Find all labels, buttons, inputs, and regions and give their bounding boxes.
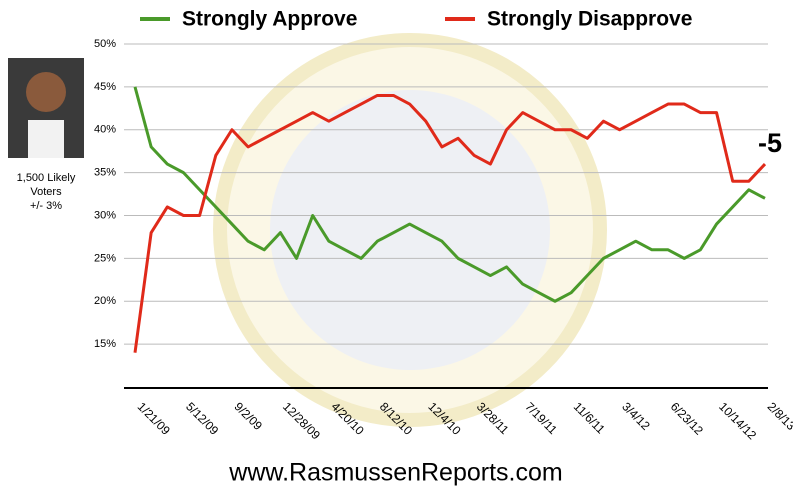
y-tick-label: 20% [94, 295, 116, 307]
x-tick-label: 12/28/09 [280, 399, 323, 442]
seal-inner [270, 90, 550, 370]
x-tick-label: 3/4/12 [619, 399, 653, 433]
x-tick-label: 10/14/12 [716, 399, 759, 442]
x-tick-label: 2/8/13 [765, 399, 793, 433]
y-tick-label: 45% [94, 81, 116, 93]
legend-label: Strongly Approve [182, 8, 357, 31]
y-tick-label: 50% [94, 38, 116, 50]
sample-note: Voters [30, 186, 62, 198]
photo-face [26, 72, 66, 112]
y-tick-label: 25% [94, 252, 116, 264]
x-tick-label: 6/23/12 [668, 399, 706, 437]
x-tick-label: 7/19/11 [522, 399, 560, 437]
legend-label: Strongly Disapprove [487, 8, 692, 31]
photo-shirt [28, 120, 64, 158]
x-tick-label: 9/2/09 [232, 399, 266, 433]
chart: 1,500 Likely Voters +/- 3% -5 www.Rasmus… [0, 0, 793, 494]
y-tick-label: 35% [94, 167, 116, 179]
x-tick-label: 11/6/11 [571, 399, 608, 436]
y-tick-label: 30% [94, 209, 116, 221]
y-tick-label: 15% [94, 338, 116, 350]
source: www.RasmussenReports.com [228, 459, 562, 487]
annotation: -5 [758, 128, 782, 158]
y-tick-label: 40% [94, 124, 116, 136]
sample-note: +/- 3% [30, 200, 62, 212]
x-tick-label: 1/21/09 [135, 399, 173, 437]
sample-note: 1,500 Likely [17, 172, 76, 184]
x-tick-label: 5/12/09 [183, 399, 221, 437]
